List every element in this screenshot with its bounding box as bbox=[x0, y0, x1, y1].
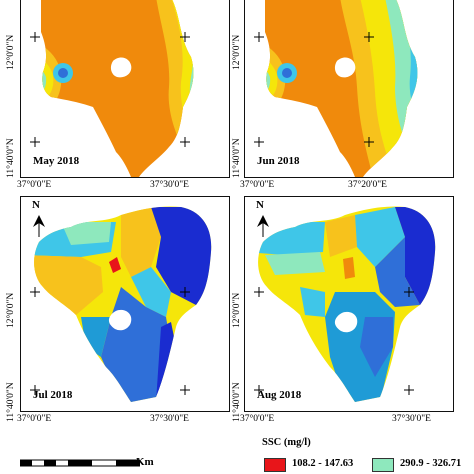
lon-label-right-may: 37°30'0"E bbox=[150, 180, 189, 190]
lon-label-left-aug: 37°0'0"E bbox=[240, 414, 275, 424]
lon-label-left-may: 37°0'0"E bbox=[17, 180, 52, 190]
lat-label-upper-jul: 12°0'0"N bbox=[6, 292, 16, 328]
graticule-crosses bbox=[254, 32, 374, 147]
ssc-map-jun bbox=[254, 0, 418, 177]
scale-bar bbox=[20, 459, 140, 467]
lon-label-left-jul: 37°0'0"E bbox=[17, 414, 52, 424]
lat-label-lower-jun: 11°40'0"N bbox=[232, 138, 242, 178]
panel-label-jun: Jun 2018 bbox=[257, 155, 300, 167]
graticule-crosses bbox=[254, 287, 414, 395]
ssc-map-may bbox=[30, 0, 194, 177]
scale-unit-label: Km bbox=[136, 456, 154, 468]
lon-label-right-jul: 37°30'0"E bbox=[150, 414, 189, 424]
lon-label-right-aug: 37°30'0"E bbox=[392, 414, 431, 424]
north-arrow-icon bbox=[33, 215, 45, 237]
lat-label-upper-aug: 12°0'0"N bbox=[232, 292, 242, 328]
graticule-crosses bbox=[30, 32, 190, 147]
lon-label-left-jun: 37°0'0"E bbox=[240, 180, 275, 190]
legend-label-mint: 290.9 - 326.71 bbox=[400, 458, 462, 469]
legend-swatch-mint bbox=[372, 458, 394, 472]
lat-label-lower-may: 11°40'0"N bbox=[6, 138, 16, 178]
graticule-crosses bbox=[30, 287, 190, 395]
lat-label-lower-jul: 11°40'0"N bbox=[6, 382, 16, 422]
map-panel-jun: Jun 2018 bbox=[244, 0, 454, 178]
lon-label-right-jun: 37°20'0"E bbox=[348, 180, 387, 190]
north-arrow-icon bbox=[257, 215, 269, 237]
ssc-map-aug bbox=[254, 206, 436, 403]
ssc-map-jul bbox=[30, 206, 212, 403]
panel-label-jul: Jul 2018 bbox=[33, 389, 73, 401]
panel-label-may: May 2018 bbox=[33, 155, 80, 167]
map-panel-may: May 2018 bbox=[20, 0, 230, 178]
legend-title: SSC (mg/l) bbox=[262, 437, 311, 448]
north-label-jul: N bbox=[32, 199, 40, 211]
north-label-aug: N bbox=[256, 199, 264, 211]
map-panel-jul: N Jul 2018 bbox=[20, 196, 230, 412]
legend-label-red: 108.2 - 147.63 bbox=[292, 458, 354, 469]
map-panel-aug: N Aug 2018 bbox=[244, 196, 454, 412]
lat-label-upper-may: 12°0'0"N bbox=[6, 34, 16, 70]
panel-label-aug: Aug 2018 bbox=[257, 389, 302, 401]
legend-swatch-red bbox=[264, 458, 286, 472]
lat-label-upper-jun: 12°0'0"N bbox=[232, 34, 242, 70]
